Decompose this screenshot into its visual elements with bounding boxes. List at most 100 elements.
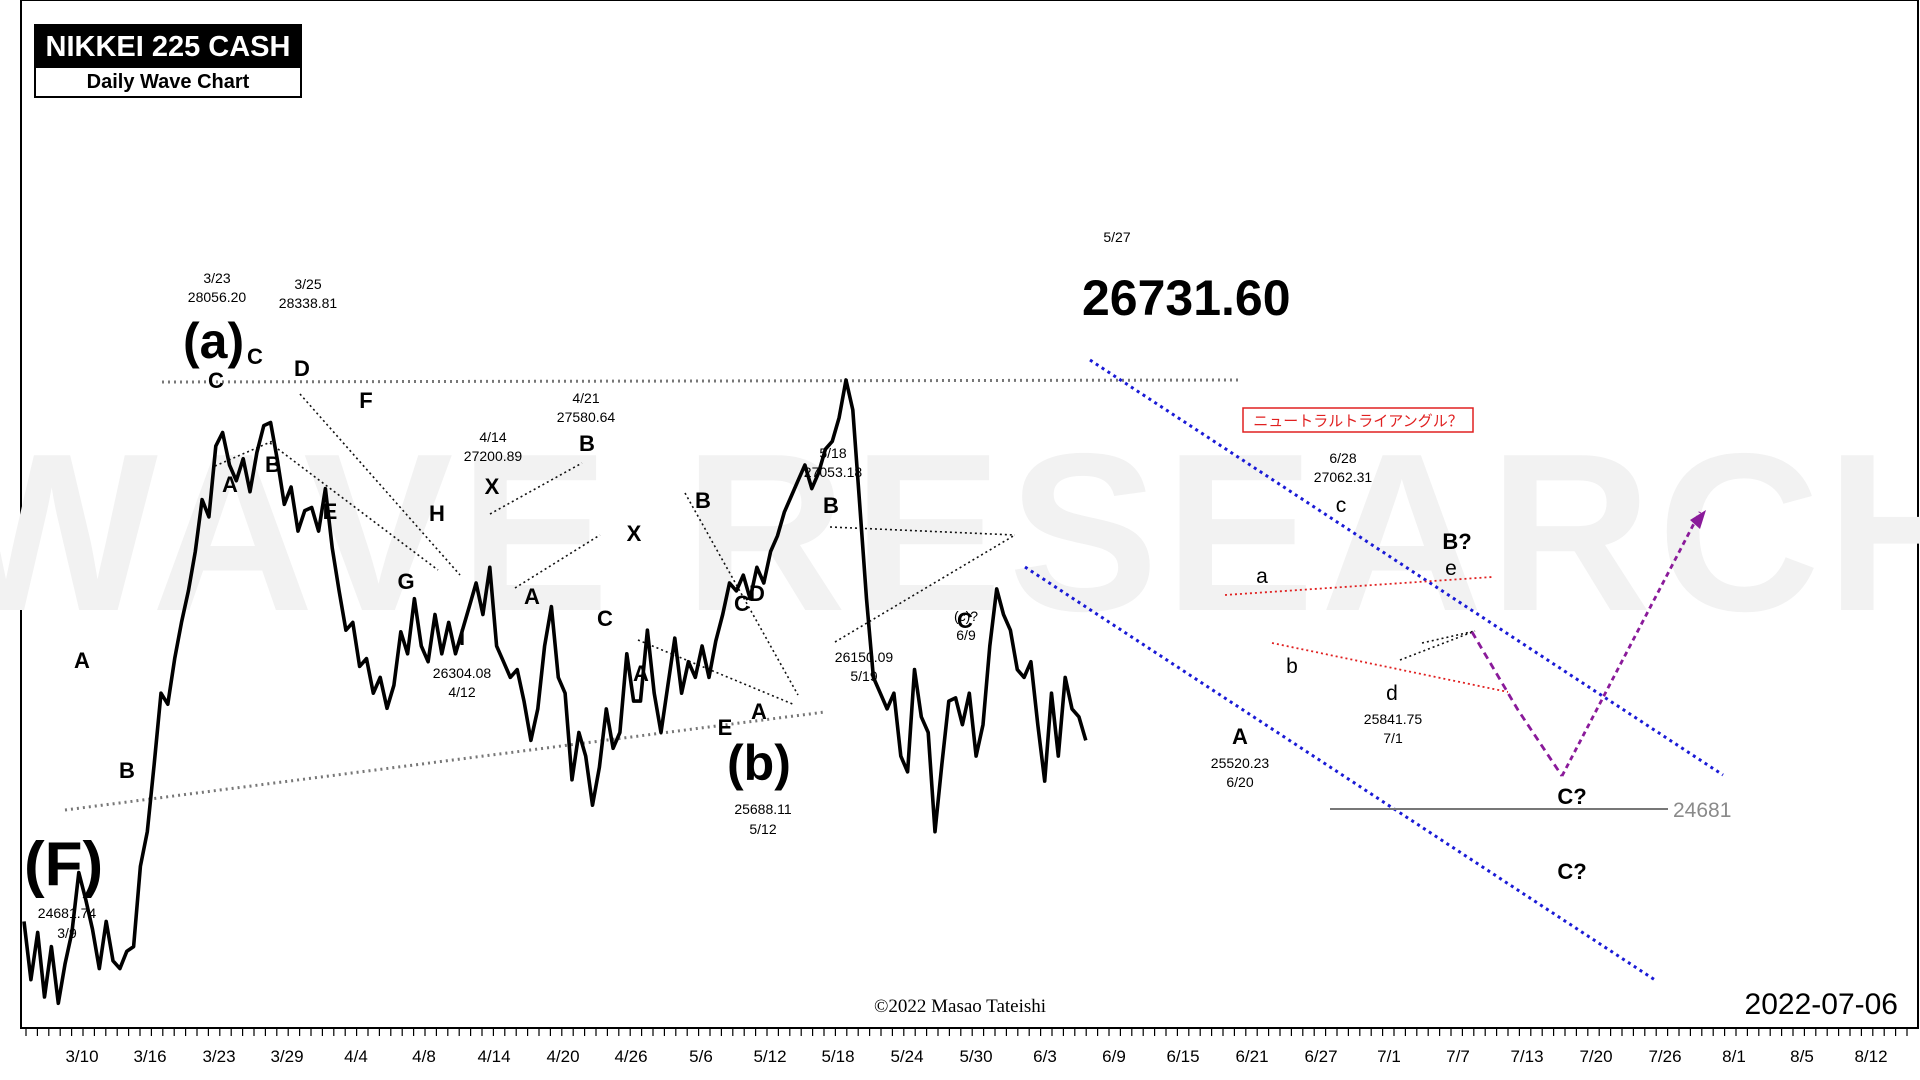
wave-letter-c: c (1336, 494, 1347, 517)
triangle-label: ニュートラルトライアングル？ (1253, 413, 1462, 430)
svg-text:5/18: 5/18 (819, 445, 846, 461)
x-tick-label: 5/18 (821, 1047, 854, 1066)
svg-text:5/27: 5/27 (1103, 229, 1130, 245)
svg-text:6/28: 6/28 (1329, 450, 1356, 466)
x-tick-label: 4/14 (477, 1047, 510, 1066)
chart-title: NIKKEI 225 CASH (45, 31, 291, 63)
wave-letter-G: G (397, 569, 414, 594)
x-tick-label: 8/12 (1854, 1047, 1887, 1066)
svg-text:5/12: 5/12 (749, 821, 776, 837)
wave-letter-H: H (429, 501, 445, 526)
x-tick-label: 4/8 (412, 1047, 436, 1066)
svg-text:26304.08: 26304.08 (433, 665, 492, 681)
wave-letter-X: X (627, 521, 642, 546)
svg-text:4/12: 4/12 (448, 684, 475, 700)
x-tick-label: 7/20 (1579, 1047, 1612, 1066)
svg-text:28338.81: 28338.81 (279, 295, 338, 311)
wave-letter-C: C (247, 344, 263, 369)
wave-letter-A: A (222, 472, 238, 497)
wave-letter-D: D (294, 356, 310, 381)
svg-text:25688.11: 25688.11 (734, 801, 792, 817)
label-F: (F) (24, 830, 103, 899)
wave-letter-F: F (359, 388, 372, 413)
wave-letter-e: e (1445, 557, 1457, 580)
svg-text:5/19: 5/19 (850, 668, 877, 684)
x-tick-label: 6/21 (1235, 1047, 1268, 1066)
wave-letter-C: C (208, 368, 224, 393)
svg-text:25520.23: 25520.23 (1211, 755, 1270, 771)
major-wave-labels: (F) (a) (b) 26731.60 (24, 270, 1291, 899)
label-b: (b) (727, 735, 791, 791)
svg-text:28056.20: 28056.20 (188, 289, 247, 305)
wave-letter-C: C (597, 606, 613, 631)
wave-letter-C: C (957, 608, 973, 633)
label-c: 26731.60 (1082, 270, 1291, 326)
svg-text:27053.18: 27053.18 (804, 464, 863, 480)
svg-text:3/25: 3/25 (294, 276, 321, 292)
projection-arrowhead (1690, 510, 1706, 529)
wave-letter-B: B (695, 488, 711, 513)
chart-date: 2022-07-06 (1745, 988, 1898, 1021)
x-tick-label: 6/3 (1033, 1047, 1057, 1066)
title-box: NIKKEI 225 CASH Daily Wave Chart (34, 24, 302, 98)
x-tick-label: 7/7 (1446, 1047, 1470, 1066)
projection-up (1560, 511, 1702, 777)
wave-letter-A: A (1232, 724, 1248, 749)
svg-text:4/14: 4/14 (479, 429, 506, 445)
svg-text:27062.31: 27062.31 (1314, 469, 1373, 485)
x-tick-label: 5/30 (959, 1047, 992, 1066)
x-tick-label: 6/27 (1304, 1047, 1337, 1066)
chart-subtitle: Daily Wave Chart (36, 68, 300, 96)
svg-text:4/21: 4/21 (572, 390, 599, 406)
x-tick-label: 6/9 (1102, 1047, 1126, 1066)
x-tick-label: 5/6 (689, 1047, 713, 1066)
svg-text:25841.75: 25841.75 (1364, 711, 1423, 727)
svg-text:27200.89: 27200.89 (464, 448, 523, 464)
blue-channel (1024, 358, 1724, 982)
price-annotations: 24681.74 3/9 3/23 28056.20 3/25 28338.81… (38, 229, 1423, 941)
wave-letter-B: B (823, 493, 839, 518)
x-tick-label: 5/12 (753, 1047, 786, 1066)
wave-letter-d: d (1386, 682, 1398, 705)
wave-letter-X: X (485, 474, 500, 499)
x-tick-label: 3/10 (65, 1047, 98, 1066)
x-tick-label: 3/16 (133, 1047, 166, 1066)
wave-letter-Bq: B? (1442, 529, 1471, 554)
grey-trendlines (64, 378, 1241, 812)
price-line (22, 378, 1088, 1006)
wave-letter-b: b (1286, 655, 1298, 678)
copyright: ©2022 Masao Tateishi (874, 996, 1046, 1017)
level-label: 24681 (1673, 799, 1731, 822)
projection-down (1470, 631, 1564, 777)
x-tick-label: 4/26 (614, 1047, 647, 1066)
wave-letter-Cq: C? (1557, 784, 1586, 809)
x-axis-ticks: 3/10 3/16 3/23 3/29 4/4 4/8 4/14 4/20 4/26 5/6 5/1… (25, 1028, 1908, 1066)
wave-letter-E: E (718, 715, 733, 740)
x-tick-label: 7/13 (1510, 1047, 1543, 1066)
x-tick-label: 3/29 (270, 1047, 303, 1066)
svg-text:(c)?: (c)? (954, 608, 978, 624)
label-a: (a) (183, 313, 244, 369)
red-triangle-lines (1224, 576, 1509, 693)
wave-letter-A: A (633, 661, 649, 686)
triangle-label-box (1242, 407, 1474, 433)
svg-text:3/9: 3/9 (57, 925, 77, 941)
x-tick-label: 4/4 (344, 1047, 368, 1066)
svg-text:24681.74: 24681.74 (38, 905, 97, 921)
wave-letter-I: I (459, 625, 465, 650)
x-tick-label: 4/20 (546, 1047, 579, 1066)
wave-letter-Cq: C? (1557, 859, 1586, 884)
wave-letter-A: A (751, 699, 767, 724)
svg-text:26150.09: 26150.09 (835, 649, 894, 665)
svg-text:6/9: 6/9 (956, 627, 976, 643)
wave-letter-A: A (74, 648, 90, 673)
wave-letter-D: D (749, 581, 765, 606)
wave-letter-B: B (119, 758, 135, 783)
x-tick-label: 7/1 (1377, 1047, 1401, 1066)
x-tick-label: 8/5 (1790, 1047, 1814, 1066)
wave-letter-a: a (1256, 565, 1268, 588)
x-tick-label: 8/1 (1722, 1047, 1746, 1066)
channel-upper (1089, 358, 1724, 777)
